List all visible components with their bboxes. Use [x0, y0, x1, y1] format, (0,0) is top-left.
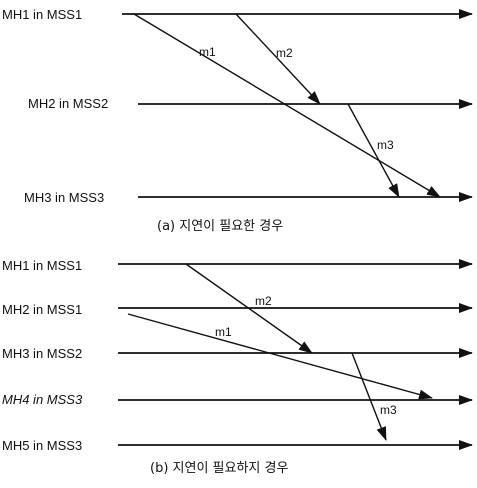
process-label-mh1: MH1 in MSS1 — [2, 7, 82, 22]
message-arrow-m1 — [127, 313, 433, 400]
message-arrow-m2 — [185, 263, 313, 354]
message-label-m2: m2 — [276, 46, 293, 60]
message-label-m2: m2 — [255, 294, 272, 308]
message-arrow-m3 — [351, 352, 387, 441]
message-arrow-m3 — [347, 103, 400, 198]
process-label-mh5: MH5 in MSS3 — [2, 438, 82, 453]
process-label-mh1: MH1 in MSS1 — [2, 258, 82, 273]
message-label-m1: m1 — [199, 45, 216, 59]
message-label-m3: m3 — [377, 138, 394, 152]
process-label-mh3: MH3 in MSS2 — [2, 346, 82, 361]
caption-b: (b) 지연이 필요하지 경우 — [150, 461, 288, 476]
caption-a: (a) 지연이 필요한 경우 — [157, 219, 283, 234]
message-label-m3: m3 — [380, 403, 397, 417]
process-label-mh4: MH4 in MSS3 — [2, 392, 83, 407]
panel-a: MH1 in MSS1 MH2 in MSS2 MH3 in MSS3 m1 m… — [2, 7, 473, 234]
process-label-mh3: MH3 in MSS3 — [24, 190, 104, 205]
message-label-m1: m1 — [215, 325, 232, 339]
process-label-mh2: MH2 in MSS2 — [28, 96, 108, 111]
message-arrow-m1 — [133, 13, 441, 198]
process-label-mh2: MH2 in MSS1 — [2, 302, 82, 317]
panel-b: MH1 in MSS1 MH2 in MSS1 MH3 in MSS2 MH4 … — [2, 258, 473, 476]
message-arrow-m2 — [235, 13, 321, 105]
